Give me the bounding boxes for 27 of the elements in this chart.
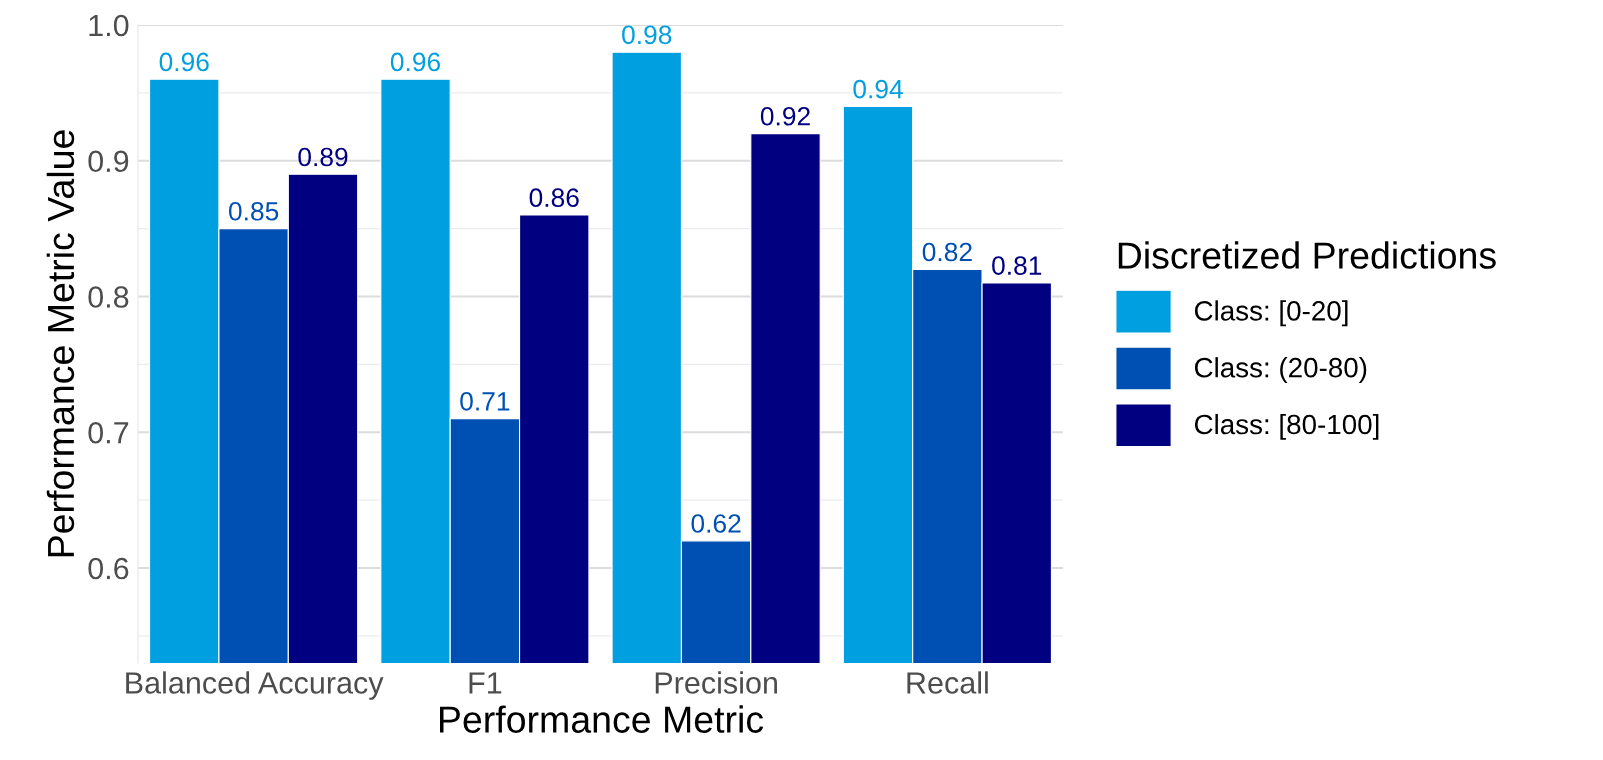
data-label: 0.85 bbox=[228, 201, 279, 221]
x-tick-label: Recall bbox=[907, 671, 988, 694]
data-label: 0.71 bbox=[460, 391, 510, 411]
data-label: 0.62 bbox=[691, 514, 741, 533]
data-label: 0.94 bbox=[853, 79, 903, 99]
y-tick-label: 0.7 bbox=[88, 421, 129, 444]
data-label: 0.86 bbox=[529, 188, 579, 208]
y-tick-label: 0.6 bbox=[88, 557, 129, 580]
data-label: 0.96 bbox=[159, 52, 209, 72]
x-tick-label: Balanced Accuracy bbox=[126, 671, 384, 700]
y-tick-label: 0.8 bbox=[88, 286, 129, 308]
legend-label: Class: (20-80) bbox=[1194, 357, 1367, 383]
y-tick-label: 0.9 bbox=[88, 150, 129, 173]
legend-label: Class: [80-100] bbox=[1194, 413, 1379, 440]
data-label: 0.96 bbox=[390, 52, 441, 72]
data-label: 0.82 bbox=[922, 242, 972, 262]
data-label: 0.89 bbox=[298, 147, 348, 167]
data-label: 0.81 bbox=[992, 256, 1042, 275]
x-axis-title: Performance Metric bbox=[440, 705, 764, 733]
data-label: 0.92 bbox=[760, 106, 810, 126]
y-tick-label: 1.0 bbox=[89, 14, 129, 37]
legend-label: Class: [0-20] bbox=[1194, 300, 1348, 327]
x-tick-label: Precision bbox=[655, 671, 777, 694]
x-tick-label: F1 bbox=[469, 672, 502, 694]
y-axis-title: Performance Metric Value bbox=[46, 130, 75, 557]
data-label: 0.98 bbox=[622, 25, 672, 45]
legend-title: Discretized Predictions bbox=[1118, 241, 1496, 269]
